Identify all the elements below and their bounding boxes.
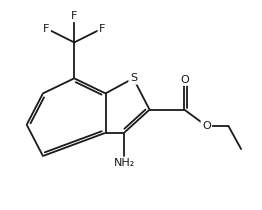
Text: F: F [99,24,105,34]
Text: O: O [202,121,211,131]
Text: O: O [180,75,189,84]
Text: S: S [130,73,137,83]
Text: F: F [71,11,77,21]
Text: NH₂: NH₂ [113,158,135,168]
Text: F: F [43,24,50,34]
